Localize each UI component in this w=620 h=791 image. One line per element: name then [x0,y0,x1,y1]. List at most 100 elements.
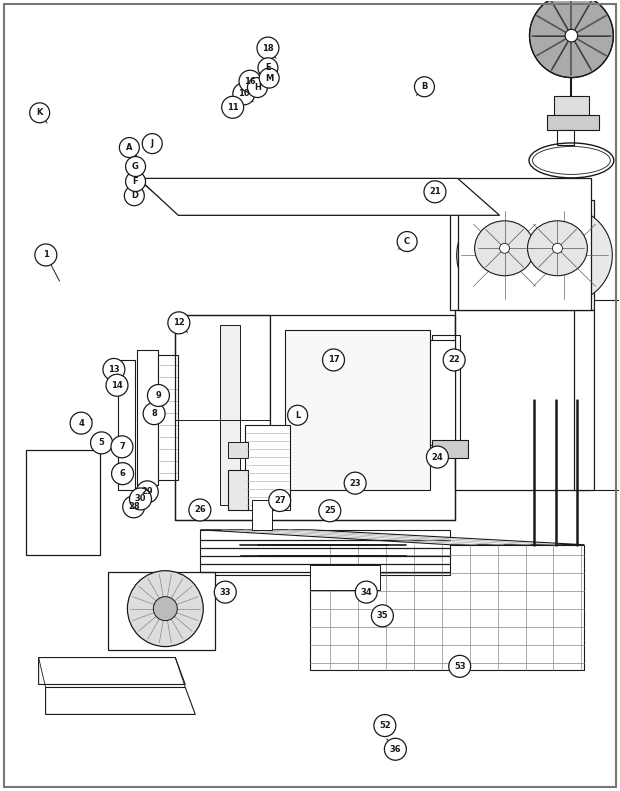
Polygon shape [310,545,585,669]
Circle shape [516,207,613,303]
Polygon shape [175,315,270,520]
Polygon shape [554,96,590,120]
Polygon shape [228,470,248,509]
Text: 9: 9 [156,391,161,400]
Polygon shape [228,442,248,458]
Circle shape [222,97,244,119]
Text: 22: 22 [448,355,460,365]
Circle shape [457,207,552,303]
Text: 12: 12 [173,318,185,327]
Circle shape [123,496,144,518]
Text: H: H [254,83,261,92]
Text: 18: 18 [262,44,274,52]
Text: 27: 27 [274,496,285,505]
Circle shape [268,490,291,512]
Circle shape [424,181,446,202]
Polygon shape [430,340,454,445]
Circle shape [322,349,345,371]
Polygon shape [108,572,215,649]
Text: B: B [421,82,428,91]
Polygon shape [38,657,185,684]
Text: M: M [265,74,273,82]
Circle shape [427,446,448,468]
Circle shape [103,358,125,380]
Polygon shape [285,330,430,490]
Polygon shape [547,115,600,131]
Polygon shape [245,425,290,509]
Circle shape [91,432,112,454]
Polygon shape [138,350,158,485]
Text: 10: 10 [238,89,250,98]
Circle shape [556,248,572,263]
Circle shape [258,58,278,78]
Circle shape [130,488,151,510]
Circle shape [106,374,128,396]
Text: E: E [265,63,271,72]
Polygon shape [220,325,240,505]
Circle shape [189,499,211,521]
Circle shape [125,186,144,206]
Text: L: L [295,411,300,420]
Polygon shape [252,500,272,530]
Circle shape [70,412,92,434]
Polygon shape [158,355,179,480]
Text: J: J [151,139,154,148]
Circle shape [127,570,203,646]
Circle shape [449,656,471,677]
Polygon shape [270,315,454,520]
Text: 52: 52 [379,721,391,730]
Circle shape [112,463,133,485]
Circle shape [153,596,177,621]
Circle shape [371,605,393,626]
Text: 17: 17 [328,355,339,365]
Text: C: C [404,237,410,246]
Text: 30: 30 [135,494,146,503]
Circle shape [142,134,162,153]
Text: 24: 24 [432,452,443,462]
Text: 53: 53 [454,662,466,671]
Circle shape [565,29,578,42]
Text: 16: 16 [244,77,256,85]
Circle shape [35,244,57,266]
Circle shape [136,481,158,503]
Circle shape [239,70,261,93]
Circle shape [319,500,341,522]
Circle shape [247,78,267,97]
Text: 1: 1 [43,251,49,259]
Polygon shape [145,185,490,215]
Circle shape [414,77,435,97]
Text: 5: 5 [99,438,104,448]
Circle shape [215,581,236,603]
Circle shape [500,244,510,253]
Polygon shape [46,687,195,714]
Polygon shape [200,530,450,575]
Circle shape [168,312,190,334]
Circle shape [148,384,169,407]
Text: 36: 36 [389,745,401,754]
Text: 6: 6 [120,469,125,479]
Circle shape [443,349,465,371]
Text: 8: 8 [151,409,157,418]
Circle shape [397,232,417,252]
Circle shape [355,581,377,603]
Text: 33: 33 [219,588,231,596]
Text: eReplacementParts.com: eReplacementParts.com [200,401,420,419]
Circle shape [374,714,396,736]
Circle shape [552,244,562,253]
Polygon shape [310,565,380,589]
Polygon shape [118,360,135,490]
Polygon shape [138,179,500,215]
Text: 25: 25 [324,506,335,515]
Circle shape [120,138,140,157]
Polygon shape [432,440,467,458]
Text: 7: 7 [119,442,125,452]
Text: 34: 34 [360,588,372,596]
Text: K: K [37,108,43,117]
Polygon shape [595,300,619,490]
Circle shape [529,0,613,78]
Text: 35: 35 [376,611,388,620]
Text: A: A [126,143,133,152]
Circle shape [259,68,279,88]
Circle shape [159,603,171,615]
Ellipse shape [475,221,534,276]
